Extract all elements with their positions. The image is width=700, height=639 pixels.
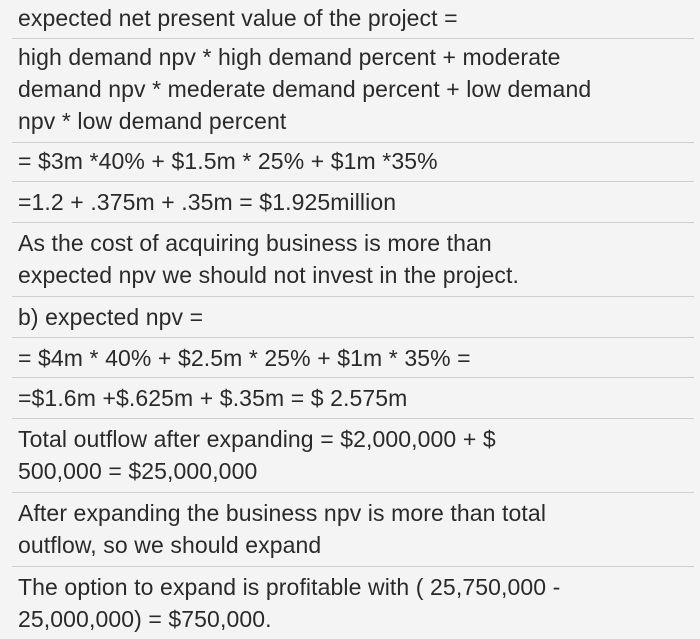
part-b-calculation: = $4m * 40% + $2.5m * 25% + $1m * 35% = bbox=[12, 342, 696, 374]
text-line: npv * low demand percent bbox=[18, 108, 287, 134]
text-line: expected net present value of the projec… bbox=[18, 5, 458, 31]
invest-conclusion: As the cost of acquiring business is mor… bbox=[12, 227, 696, 291]
text-line: 25,000,000) = $750,000. bbox=[18, 606, 272, 632]
option-profit: The option to expand is profitable with … bbox=[12, 571, 696, 635]
line-divider bbox=[12, 222, 694, 223]
text-line: As the cost of acquiring business is mor… bbox=[18, 230, 492, 256]
text-line: b) expected npv = bbox=[18, 304, 204, 330]
text-line: =1.2 + .375m + .35m = $1.925million bbox=[18, 189, 397, 215]
text-line: 500,000 = $25,000,000 bbox=[18, 458, 258, 484]
text-line: = $4m * 40% + $2.5m * 25% + $1m * 35% = bbox=[18, 345, 471, 371]
text-line: Total outflow after expanding = $2,000,0… bbox=[18, 426, 496, 452]
text-line: =$1.6m +$.625m + $.35m = $ 2.575m bbox=[18, 385, 408, 411]
text-line: outflow, so we should expand bbox=[18, 532, 322, 558]
text-line: expected npv we should not invest in the… bbox=[18, 262, 519, 288]
text-line: demand npv * mederate demand percent + l… bbox=[18, 76, 592, 102]
expected-npv-heading: expected net present value of the projec… bbox=[12, 2, 696, 34]
part-b-heading: b) expected npv = bbox=[12, 301, 696, 333]
text-line: high demand npv * high demand percent + … bbox=[18, 44, 561, 70]
text-line: After expanding the business npv is more… bbox=[18, 500, 547, 526]
part-b-result: =$1.6m +$.625m + $.35m = $ 2.575m bbox=[12, 382, 696, 414]
npv-calculation: = $3m *40% + $1.5m * 25% + $1m *35% bbox=[12, 145, 696, 177]
line-divider bbox=[12, 38, 694, 39]
expand-conclusion: After expanding the business npv is more… bbox=[12, 497, 696, 561]
line-divider bbox=[12, 418, 694, 419]
line-divider bbox=[12, 181, 694, 182]
npv-result: =1.2 + .375m + .35m = $1.925million bbox=[12, 186, 696, 218]
line-divider bbox=[12, 377, 694, 378]
line-divider bbox=[12, 296, 694, 297]
line-divider bbox=[12, 337, 694, 338]
total-outflow: Total outflow after expanding = $2,000,0… bbox=[12, 423, 696, 487]
line-divider bbox=[12, 492, 694, 493]
text-line: The option to expand is profitable with … bbox=[18, 574, 561, 600]
npv-formula: high demand npv * high demand percent + … bbox=[12, 41, 696, 137]
line-divider bbox=[12, 142, 694, 143]
line-divider bbox=[12, 566, 694, 567]
text-line: = $3m *40% + $1.5m * 25% + $1m *35% bbox=[18, 148, 438, 174]
